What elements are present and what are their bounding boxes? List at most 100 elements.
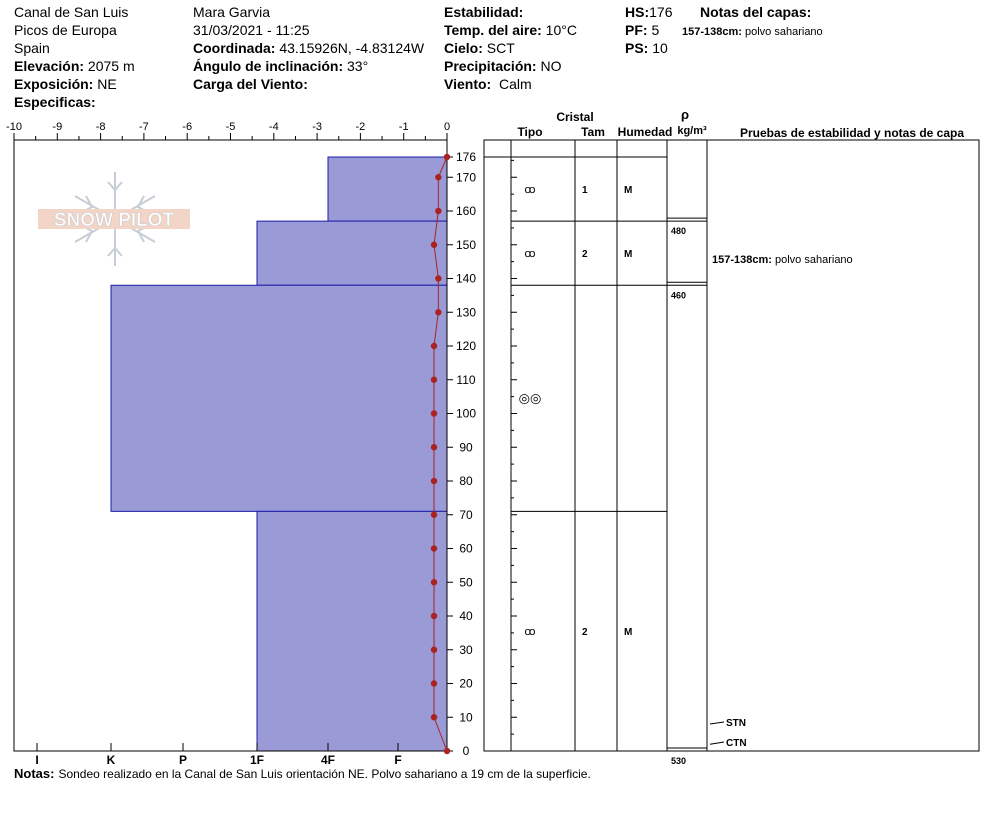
tests-header: Pruebas de estabilidad y notas de capa [740, 126, 964, 140]
height-tick-label: 70 [459, 508, 473, 522]
temperature-point [435, 174, 442, 181]
type-header: Tipo [517, 125, 542, 139]
grain-size-value: 2 [582, 249, 588, 260]
temperature-point [435, 309, 442, 316]
hs-label: HS: [625, 4, 650, 20]
grain-size-value: 2 [582, 627, 588, 638]
temperature-point [430, 444, 438, 451]
temperature-point [435, 275, 442, 282]
height-tick-label: 170 [456, 170, 476, 184]
layer-note-row: 157-138cm: polvo sahariano [682, 23, 823, 41]
temperature-point [435, 207, 442, 215]
grain-size-value: 1 [582, 185, 588, 196]
layer-note-range: 157-138cm: [682, 26, 742, 38]
crystal-header: Cristal [556, 110, 593, 124]
snow-depth-block: HS:176 PF: 5 PS: 10 [625, 3, 672, 57]
precip-value: NO [540, 58, 562, 74]
logo-band [38, 209, 190, 229]
temperature-axis: -10 -9 -8 -7 -6 -5 -4 -3 -2 -1 0 [6, 121, 450, 140]
aspect-value: NE [97, 76, 117, 92]
hardness-bar [256, 220, 448, 286]
stability-test-label: STN [726, 718, 746, 729]
layer-comment-text: polvo sahariano [775, 254, 853, 266]
temperature-profile [430, 153, 451, 755]
layer-table: ꝏ 1 Mꝏ 2 M ◎◎ ꝏ 2 M 480 460 530 157-138cm: polvo sah… [483, 139, 980, 766]
wind-load-label: Carga del Viento: [193, 76, 308, 92]
grain-type-icon: ꝏ [524, 248, 535, 260]
height-axis: 0 10 20 30 40 50 60 70 80 90 100 110 120 130 140 150 160… [447, 150, 476, 758]
location-name: Canal de San Luis [14, 4, 129, 20]
temperature-tick-label: -7 [139, 121, 149, 133]
layer-comment: 157-138cm: polvo sahariano [712, 254, 853, 266]
temperature-tick-label: -5 [226, 121, 236, 133]
aspect-label: Exposición: [14, 76, 94, 92]
ps-row: PS: 10 [625, 39, 672, 57]
temperature-point [430, 545, 438, 552]
density-value: 480 [671, 226, 686, 236]
height-tick-label: 40 [459, 609, 473, 623]
moisture-value: M [624, 185, 632, 196]
temperature-point [430, 477, 438, 485]
coordinate-row: Coordinada: 43.15926N, -4.83124W [193, 39, 424, 57]
hardness-tick-label: K [107, 753, 116, 767]
temperature-tick-label: -9 [52, 121, 62, 133]
moisture-value: M [624, 249, 632, 260]
density-value: 530 [671, 756, 686, 766]
height-tick-label: 110 [456, 373, 475, 387]
temperature-tick-label: -10 [6, 121, 22, 133]
specifics-label: Especificas: [14, 94, 96, 110]
range-name: Picos de Europa [14, 22, 117, 38]
table-border [483, 139, 980, 752]
hs-row: HS:176 [625, 3, 672, 21]
layer-notes-block: Notas del capas: [700, 3, 811, 21]
layer-comment-range: 157-138cm: [712, 254, 775, 266]
hardness-profile [110, 156, 448, 752]
height-tick-label: 130 [456, 305, 476, 319]
temperature-point [430, 714, 438, 721]
rho-header: ρ [681, 107, 689, 122]
temperature-tick-label: -6 [182, 121, 192, 133]
sky-row: Cielo: SCT [444, 39, 577, 57]
temperature-point [443, 747, 451, 755]
temperature-point [430, 241, 438, 248]
temperature-point [430, 376, 438, 383]
temperature-tick-label: -3 [312, 121, 322, 133]
height-tick-label: 50 [459, 575, 473, 589]
grain-type-icon: ꝏ [524, 626, 535, 638]
hardness-bar [110, 284, 448, 512]
height-tick-label: 20 [459, 677, 473, 691]
height-tick-label: 60 [459, 542, 473, 556]
temperature-point [430, 680, 438, 687]
wind-row: Viento: Calm [444, 75, 577, 93]
height-tick-label: 140 [456, 272, 476, 286]
temperature-point [430, 410, 438, 417]
temperature-point [430, 579, 438, 586]
notes-text: Sondeo realizado en la Canal de San Luis… [58, 767, 591, 781]
height-tick-label: 150 [456, 238, 476, 252]
air-temp-row: Temp. del aire: 10°C [444, 21, 577, 39]
sky-label: Cielo: [444, 40, 483, 56]
height-tick-label: 176 [456, 150, 476, 164]
slope-label: Ángulo de inclinación: [193, 58, 344, 74]
pf-value: 5 [651, 22, 660, 38]
height-tick-label: 120 [456, 339, 476, 353]
height-tick-label: 80 [459, 474, 473, 488]
height-tick-label: 0 [463, 744, 470, 758]
observer-block: Mara Garvia 31/03/2021 - 11:25 Coordinad… [193, 3, 424, 93]
stability-label: Estabilidad: [444, 4, 524, 20]
hardness-tick-label: P [179, 753, 187, 767]
ps-label: PS: [625, 40, 649, 56]
moisture-header: Humedad [618, 125, 673, 139]
elevation-row: Elevación: 2075 m [14, 57, 135, 75]
sky-value: SCT [486, 40, 515, 56]
height-tick-label: 90 [459, 440, 473, 454]
height-tick-label: 30 [459, 643, 473, 657]
observer-name: Mara Garvia [193, 4, 271, 20]
moisture-value: M [624, 627, 632, 638]
air-temp-value: 10°C [545, 22, 577, 38]
country-name: Spain [14, 40, 50, 56]
grain-type-icon: ꝏ [524, 184, 535, 196]
elevation-label: Elevación: [14, 58, 85, 74]
temperature-point [430, 612, 438, 620]
snow-profile-chart: SNOW PILOT -10 -9 -8 -7 -6 -5 -4 -3 -2 -1 0 I K P 1F 4… [6, 107, 980, 767]
